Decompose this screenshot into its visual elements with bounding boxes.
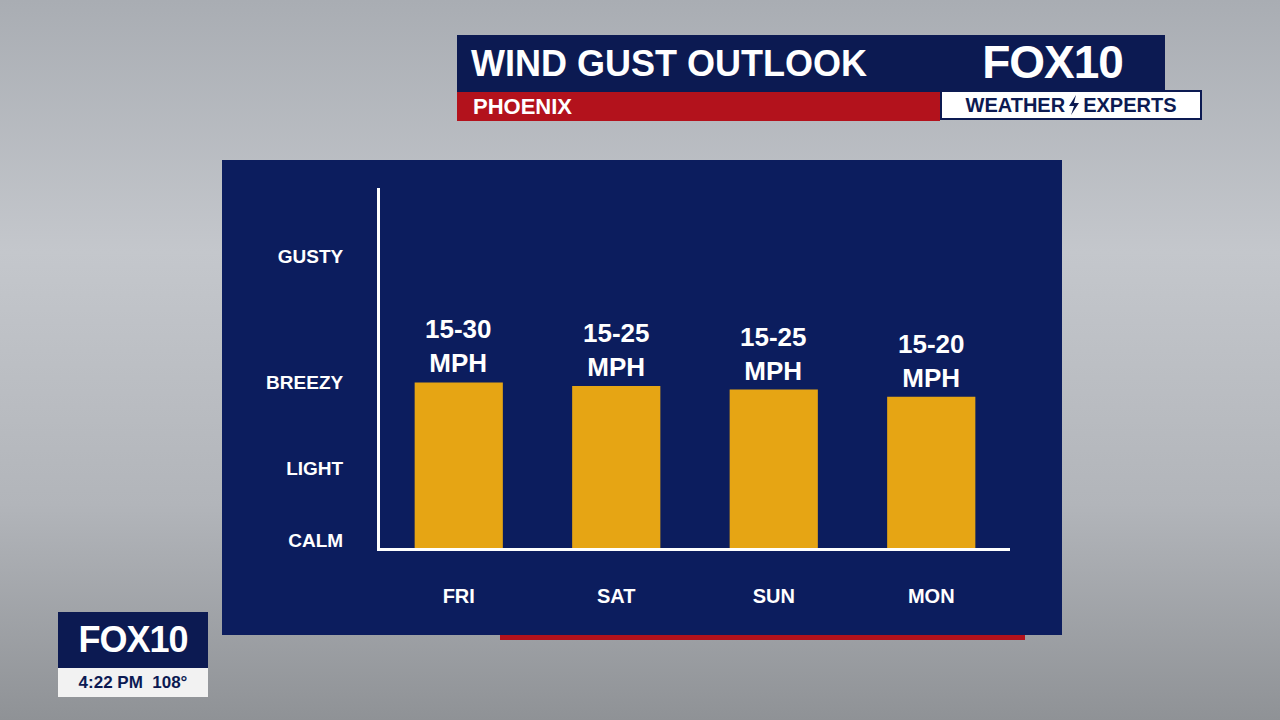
svg-text:SUN: SUN <box>753 585 795 607</box>
html-text:WEATHER: WEATHER <box>965 94 1066 116</box>
html-text:4:22 PM 108°: 4:22 PM 108° <box>78 673 188 692</box>
html-text:EXPERTS: EXPERTS <box>1083 94 1177 116</box>
svg-text:SAT: SAT <box>597 585 636 607</box>
svg-text:15-20MPH: 15-20MPH <box>898 329 965 393</box>
html-text:FOX10: FOX10 <box>982 36 1123 88</box>
svg-text:15-25MPH: 15-25MPH <box>583 318 650 382</box>
html-text:FOX10: FOX10 <box>78 619 188 660</box>
svg-text:15-30MPH: 15-30MPH <box>425 314 492 378</box>
svg-text:FRI: FRI <box>443 585 475 607</box>
svg-text:MON: MON <box>908 585 955 607</box>
svg-text:LIGHT: LIGHT <box>286 458 343 479</box>
svg-text:GUSTY: GUSTY <box>278 246 344 267</box>
svg-text:15-25MPH: 15-25MPH <box>740 322 807 386</box>
svg-text:BREEZY: BREEZY <box>266 372 343 393</box>
svg-text:CALM: CALM <box>288 530 343 551</box>
html-text:PHOENIX: PHOENIX <box>473 94 572 119</box>
html-text:WIND GUST OUTLOOK: WIND GUST OUTLOOK <box>471 43 867 84</box>
